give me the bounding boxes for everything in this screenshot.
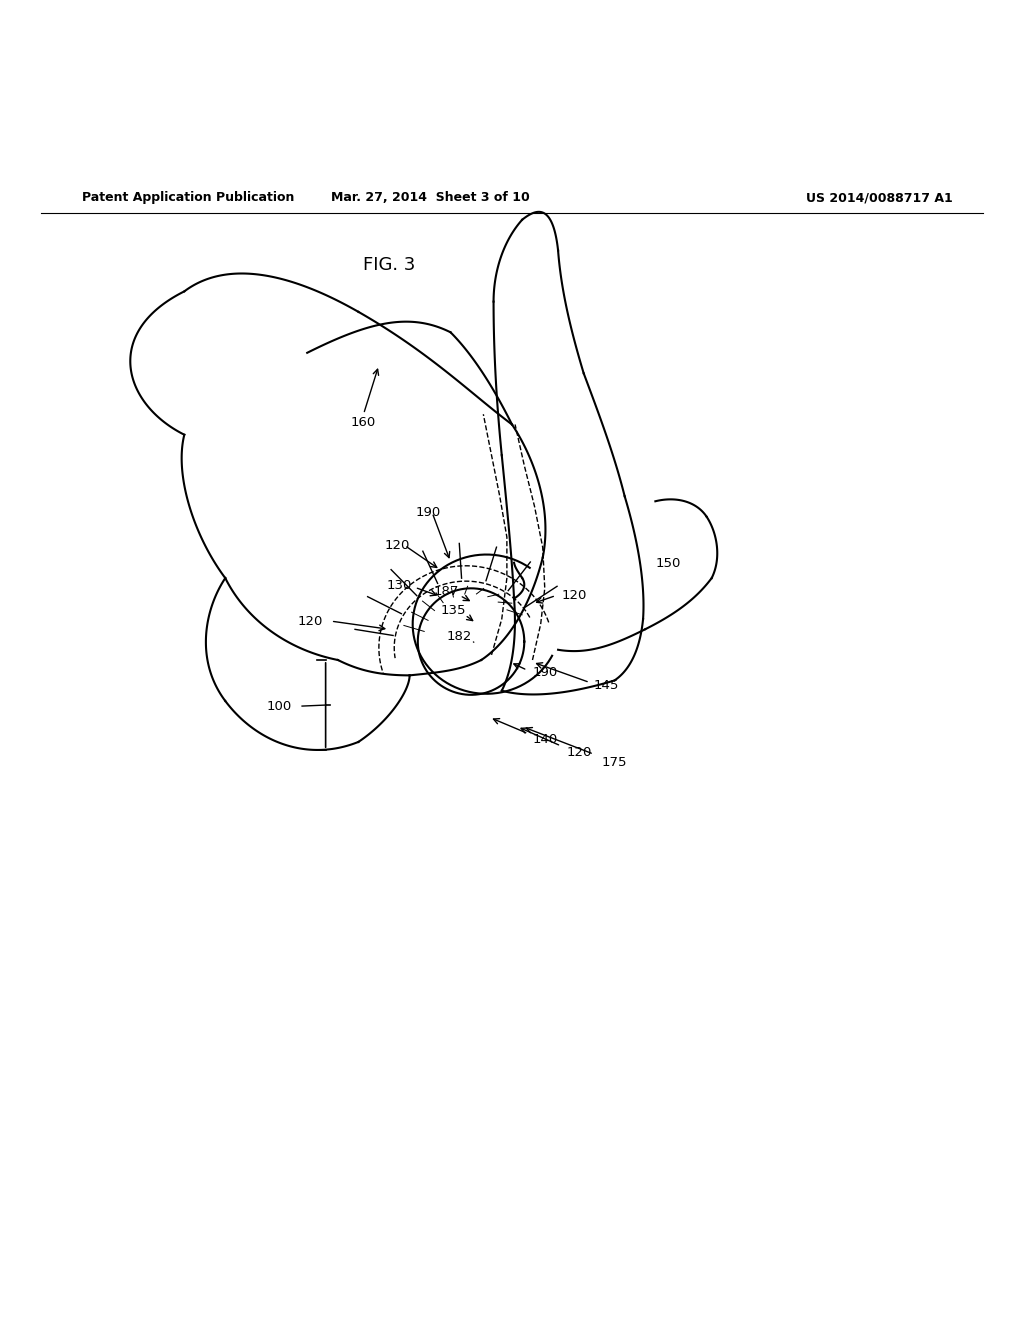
Text: Mar. 27, 2014  Sheet 3 of 10: Mar. 27, 2014 Sheet 3 of 10 xyxy=(331,191,529,205)
Text: 150: 150 xyxy=(655,557,681,570)
Text: 130: 130 xyxy=(386,578,412,591)
Text: 190: 190 xyxy=(416,507,440,519)
Text: 100: 100 xyxy=(266,700,292,713)
Text: 120: 120 xyxy=(561,589,587,602)
Text: 120: 120 xyxy=(566,746,592,759)
Text: 145: 145 xyxy=(594,678,620,692)
Text: 140: 140 xyxy=(532,734,558,746)
Text: 187: 187 xyxy=(433,585,459,598)
Text: 120: 120 xyxy=(297,615,323,627)
Text: Patent Application Publication: Patent Application Publication xyxy=(82,191,294,205)
Text: 190: 190 xyxy=(532,665,558,678)
Text: 160: 160 xyxy=(351,416,376,429)
Text: 182: 182 xyxy=(446,630,472,643)
Text: 135: 135 xyxy=(440,605,466,618)
Text: US 2014/0088717 A1: US 2014/0088717 A1 xyxy=(806,191,952,205)
Text: 120: 120 xyxy=(385,539,410,552)
Text: 175: 175 xyxy=(601,756,627,768)
Text: FIG. 3: FIG. 3 xyxy=(362,256,416,273)
